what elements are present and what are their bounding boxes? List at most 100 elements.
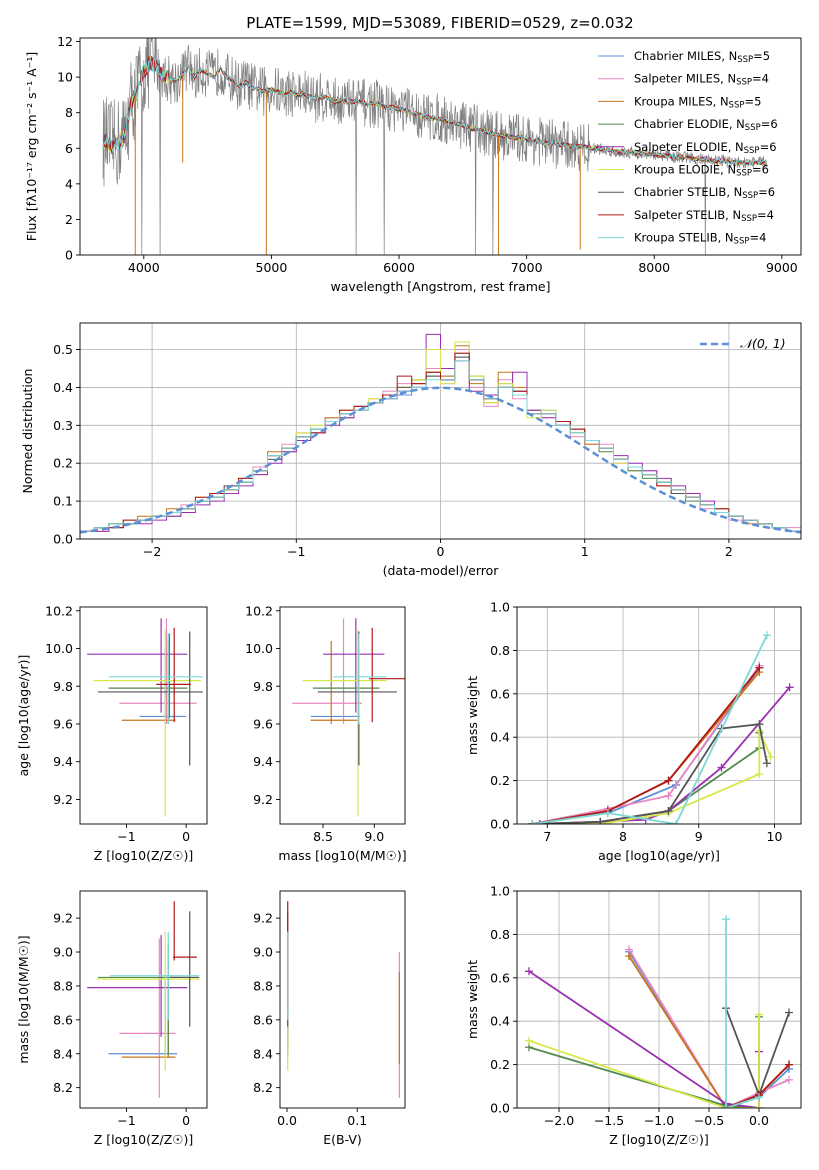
- x-axis-label: Z [log10(Z/Z☉)]: [94, 1132, 194, 1147]
- model-spectrum-line: [102, 56, 767, 165]
- y-tick-label: 0.0: [53, 532, 73, 547]
- weight-marker: [528, 820, 537, 824]
- weight-line: [531, 667, 761, 824]
- y-tick-label: 10.2: [45, 603, 73, 618]
- axes-frame: [279, 606, 406, 825]
- y-tick-label: 0: [65, 248, 73, 263]
- weight-line: [531, 634, 768, 824]
- x-tick-label: 5000: [256, 260, 288, 275]
- y-tick-label: 12: [57, 34, 73, 49]
- weight-marker: [755, 720, 764, 729]
- y-tick-label: 9.4: [253, 754, 273, 769]
- weight-line: [628, 949, 790, 1108]
- x-tick-label: 0: [182, 1113, 190, 1128]
- weight-marker: [717, 763, 726, 772]
- x-tick-label: 4000: [128, 260, 160, 275]
- weight-marker: [525, 967, 533, 976]
- weight-marker: [664, 806, 673, 815]
- figure-title: PLATE=1599, MJD=53089, FIBERID=0529, z=0…: [246, 14, 633, 32]
- weight-marker: [535, 820, 544, 824]
- x-tick-label: 8: [619, 829, 627, 844]
- y-tick-label: 9.2: [53, 792, 73, 807]
- y-tick-label: 8.4: [53, 1046, 73, 1061]
- legend-label: Chabrier ELODIE, NSSP=6: [634, 117, 778, 133]
- weight-marker: [596, 817, 605, 824]
- x-tick-label: −1: [117, 829, 135, 844]
- metallicity-age-plot: −1 0 9.2 9.4 9.6 9.8 10.0 10.2 Z [log10(Z/Z☉)] ag…: [16, 603, 208, 863]
- weight-marker: [785, 683, 794, 692]
- weight-marker: [785, 1060, 793, 1069]
- y-axis-label: mass weight: [465, 676, 480, 755]
- weight-marker: [664, 776, 673, 785]
- plot-area: [102, 38, 767, 255]
- y-tick-label: 0.2: [490, 773, 510, 788]
- weight-line: [532, 723, 768, 824]
- x-tick-label: 1: [581, 544, 589, 559]
- y-tick-label: 0.8: [490, 643, 510, 658]
- legend-label: Kroupa MILES, NSSP=5: [634, 94, 761, 110]
- x-axis-label: Z [log10(Z/Z☉)]: [609, 1132, 709, 1147]
- gaussian-curve: [80, 386, 801, 534]
- x-tick-label: 10: [767, 829, 783, 844]
- y-tick-label: 9.8: [253, 679, 273, 694]
- x-tick-label: 6000: [383, 260, 415, 275]
- y-tick-label: 0.4: [490, 1014, 510, 1029]
- plot-area: [87, 618, 203, 817]
- y-tick-label: 0.0: [490, 1101, 510, 1116]
- y-tick-label: 0.1: [53, 494, 73, 509]
- histogram-step-line: [80, 360, 801, 532]
- weight-marker: [755, 1093, 763, 1102]
- y-tick-label: 4: [65, 176, 73, 191]
- x-tick-label: 7000: [511, 260, 543, 275]
- weight-line: [725, 919, 760, 1108]
- y-tick-label: 9.6: [53, 716, 73, 731]
- legend-label: Salpeter ELODIE, NSSP=6: [634, 140, 777, 156]
- weight-line: [532, 732, 761, 824]
- y-tick-label: 8.2: [253, 1080, 273, 1095]
- x-tick-label: 0.0: [749, 1113, 769, 1128]
- weight-marker: [755, 1104, 763, 1108]
- y-axis-label: Normed distribution: [20, 369, 35, 494]
- metallicity-mass-plot: −1 0 8.2 8.4 8.6 8.8 9.0 9.2 Z [log10(Z/Z☉)] mass…: [16, 890, 208, 1147]
- x-tick-label: 0: [182, 829, 190, 844]
- weight-marker: [625, 952, 633, 961]
- y-tick-label: 8.8: [53, 978, 73, 993]
- x-tick-label: 7: [543, 829, 551, 844]
- x-tick-label: 9.0: [364, 829, 384, 844]
- y-tick-label: 2: [65, 212, 73, 227]
- y-axis-label: mass [log10(M/M☉)]: [16, 935, 31, 1063]
- x-tick-label: 8.5: [313, 829, 333, 844]
- x-tick-label: 8000: [638, 260, 670, 275]
- metallicity-mass-weight-plot: −2.0 −1.5 −1.0 −0.5 0.0 0.0 0.2 0.4 0.6 0.8 1.0 Z […: [465, 884, 802, 1147]
- y-tick-label: 0.6: [490, 686, 510, 701]
- y-tick-label: 0.6: [490, 970, 510, 985]
- legend-label: Kroupa ELODIE, NSSP=6: [634, 163, 769, 179]
- y-axis-label: Flux [fλ10⁻¹⁷ erg cm⁻² s⁻¹ A⁻¹]: [24, 52, 39, 241]
- y-tick-label: 8.6: [53, 1012, 73, 1027]
- plot-area: [87, 901, 200, 1098]
- weight-line: [532, 730, 772, 824]
- residual-histogram-plot: −2 −1 0 1 2 0.0 0.1 0.2 0.3 0.4 0.5 (data-model)/er…: [20, 322, 802, 578]
- weight-line: [531, 665, 761, 824]
- histogram-step-line: [80, 333, 801, 532]
- spectrum-plot: 4000 5000 6000 7000 8000 9000 0 2 4 6 8 10 12 wavelen…: [24, 34, 802, 294]
- weight-marker: [755, 663, 764, 672]
- x-tick-label: 2: [725, 544, 733, 559]
- y-axis-label: mass weight: [465, 960, 480, 1039]
- legend-label: Kroupa STELIB, NSSP=4: [634, 231, 766, 247]
- axes-frame: [79, 37, 802, 256]
- weight-marker: [766, 752, 775, 761]
- y-axis-label: age [log10(age/yr)]: [16, 655, 31, 777]
- y-tick-label: 0.8: [490, 927, 510, 942]
- y-tick-label: 8: [65, 105, 73, 120]
- weight-line: [528, 1016, 760, 1108]
- x-axis-label: Z [log10(Z/Z☉)]: [94, 848, 194, 863]
- y-tick-label: 8.6: [253, 1012, 273, 1027]
- weight-marker: [722, 1104, 730, 1108]
- x-tick-label: −1.0: [644, 1113, 674, 1128]
- axes-frame: [79, 606, 208, 825]
- weight-line: [528, 1014, 760, 1108]
- x-tick-label: −1: [117, 1113, 135, 1128]
- y-tick-label: 8.2: [53, 1080, 73, 1095]
- y-tick-label: 10.0: [45, 641, 73, 656]
